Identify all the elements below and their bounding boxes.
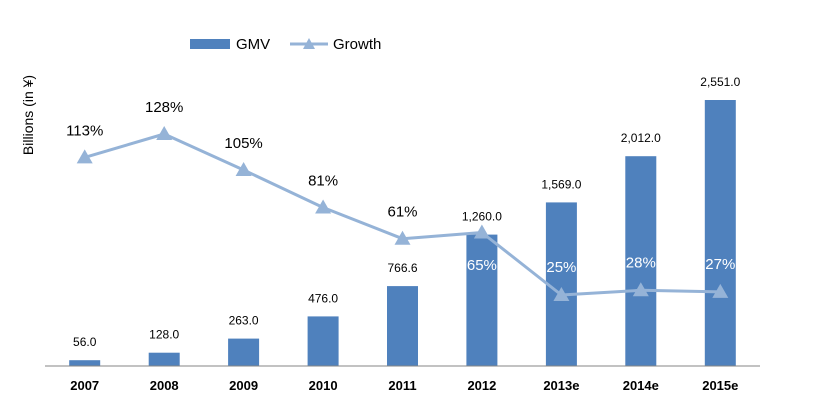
gmv-bar [466,234,498,366]
legend-swatch-growth-marker [303,38,315,49]
growth-value-label: 128% [145,99,183,116]
gmv-bar-value-label: 1,569.0 [541,177,581,191]
growth-marker [315,199,332,214]
growth-marker [712,283,729,298]
growth-value-label: 61% [387,204,417,221]
growth-marker [235,162,252,176]
growth-labels: 113% 128% 105% 81% 61% 65% 25% 28% 27% [66,99,735,276]
gmv-bar [148,352,180,366]
gmv-bar-value-label: 2,012.0 [621,131,661,145]
growth-marker [553,287,570,301]
gmv-bar-value-label: 56.0 [73,335,97,349]
growth-value-label: 27% [705,256,735,273]
growth-value-label: 25% [546,259,576,276]
growth-marker [394,230,411,245]
x-tick-label: 2015e [702,378,738,393]
growth-marker [76,149,93,164]
gmv-bar [704,100,736,366]
growth-value-label: 113% [66,122,103,139]
growth-value-label: 65% [467,257,497,274]
gmv-bar [545,202,577,366]
growth-value-label: 28% [626,254,656,271]
growth-marker [632,282,649,297]
x-tick-label: 2011 [388,378,416,393]
x-tick-label: 2009 [229,378,258,393]
gmv-bar-value-label: 1,260.0 [462,210,502,224]
gmv-bar [307,316,339,366]
gmv-bar-value-label: 476.0 [308,291,338,305]
legend-swatch-gmv [190,39,230,49]
x-tick-label: 2010 [309,378,338,393]
growth-marker [473,224,490,239]
x-tick-label: 2013e [543,378,579,393]
gmv-bar-value-label: 128.0 [149,328,179,342]
x-axis-tick-labels: 2007 2008 2009 2010 2011 2012 2013e 2014e 2015e [70,378,738,393]
y-axis-title: Billions (in ¥) [20,75,36,155]
gmv-bar [387,286,418,366]
legend: GMV Growth [190,36,381,53]
growth-value-label: 105% [224,135,262,152]
growth-line-series [76,126,729,301]
gmv-bar-value-label: 766.6 [387,261,417,275]
x-tick-label: 2012 [467,378,496,393]
gmv-bar-labels: 56.0 128.0 263.0 476.0 766.6 1,260.0 1,569.0 2,… [73,75,741,349]
x-tick-label: 2008 [150,378,179,393]
gmv-bar-value-label: 263.0 [229,314,259,328]
growth-value-label: 81% [308,173,338,190]
growth-marker [156,126,173,140]
gmv-bar-value-label: 2,551.0 [700,75,740,89]
x-tick-label: 2014e [623,378,659,393]
gmv-bars [69,100,736,366]
legend-label-gmv: GMV [236,36,270,53]
legend-label-growth: Growth [333,36,381,53]
x-tick-label: 2007 [70,378,99,393]
gmv-bar [69,360,101,366]
gmv-bar [228,338,260,366]
gmv-bar [625,156,657,366]
